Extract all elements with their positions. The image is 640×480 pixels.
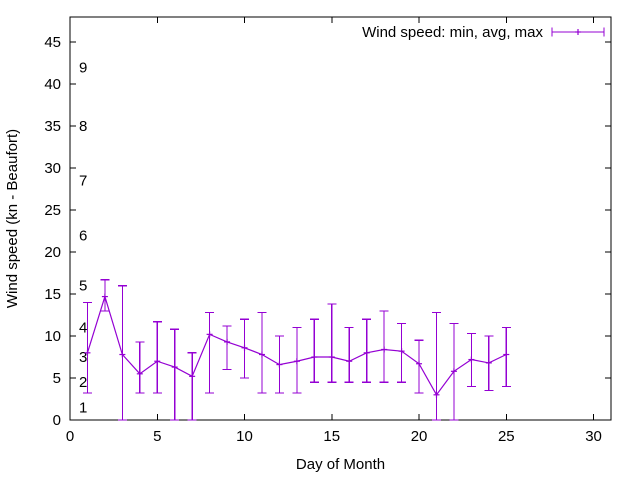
- y-tick-label: 30: [44, 160, 61, 177]
- y-tick-label: 5: [53, 370, 61, 387]
- x-tick-label: 0: [66, 428, 74, 445]
- beaufort-tick-label: 4: [79, 320, 87, 337]
- beaufort-tick-label: 8: [79, 118, 87, 135]
- y-tick-label: 20: [44, 244, 61, 261]
- x-tick-label: 20: [411, 428, 428, 445]
- y-tick-label: 40: [44, 76, 61, 93]
- y-axis-title: Wind speed (kn - Beaufort): [4, 129, 21, 308]
- x-tick-label: 15: [323, 428, 340, 445]
- x-tick-label: 30: [585, 428, 602, 445]
- beaufort-tick-label: 2: [79, 374, 87, 391]
- plot-border: [69, 16, 612, 421]
- x-tick-label: 10: [236, 428, 253, 445]
- y-tick-label: 25: [44, 202, 61, 219]
- x-tick-label: 5: [153, 428, 161, 445]
- beaufort-tick-label: 5: [79, 278, 87, 295]
- beaufort-tick-label: 1: [79, 399, 87, 416]
- x-axis-title: Day of Month: [296, 456, 385, 473]
- y-tick-label: 35: [44, 118, 61, 135]
- x-tick-label: 25: [498, 428, 515, 445]
- beaufort-tick-label: 6: [79, 227, 87, 244]
- beaufort-tick-label: 9: [79, 59, 87, 76]
- beaufort-tick-label: 3: [79, 349, 87, 366]
- beaufort-tick-label: 7: [79, 173, 87, 190]
- legend-label: Wind speed: min, avg, max: [362, 24, 543, 41]
- wind-speed-series: [82, 279, 511, 421]
- y-tick-label: 15: [44, 286, 61, 303]
- y-tick-label: 0: [53, 412, 61, 429]
- y-tick-label: 45: [44, 34, 61, 51]
- y-tick-label: 10: [44, 328, 61, 345]
